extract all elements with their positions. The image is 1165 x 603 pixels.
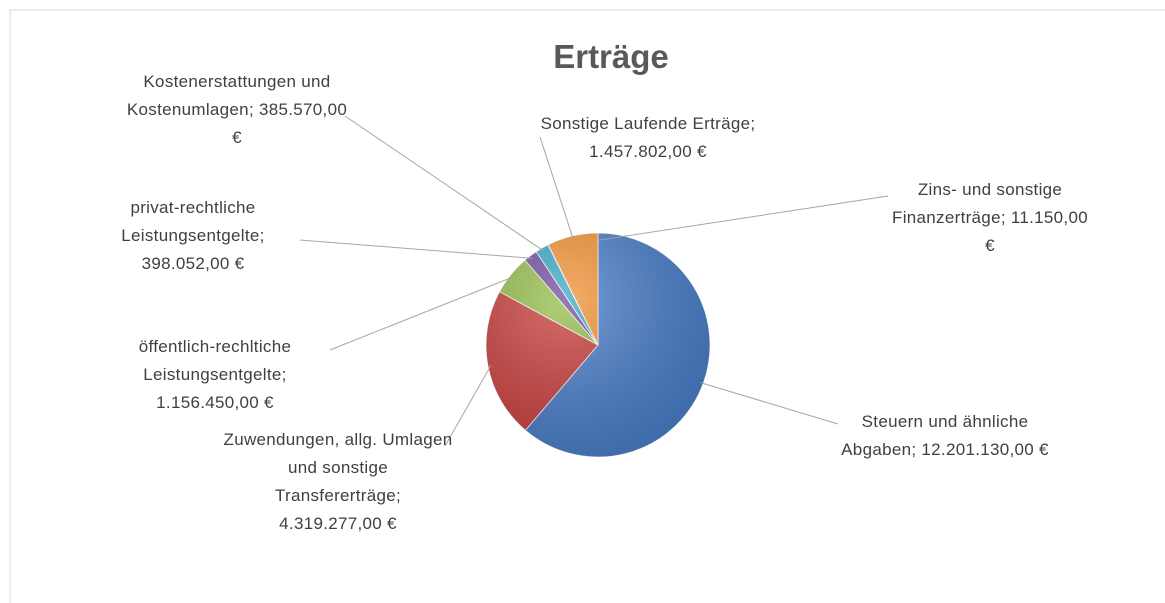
leader-line xyxy=(699,382,839,425)
chart-frame xyxy=(9,9,1165,603)
category-label: Steuern und ähnliche Abgaben xyxy=(841,412,1029,459)
value-label: 398.052,00 € xyxy=(141,254,245,273)
label-separator: ; xyxy=(259,226,265,245)
label-separator: ; xyxy=(911,440,917,459)
value-label: 385.570,00 € xyxy=(232,100,348,147)
category-label: Zuwendungen, allg. Umlagen und sonstige … xyxy=(223,430,453,505)
value-label: 11.150,00 € xyxy=(985,208,1088,255)
leader-line xyxy=(549,195,889,249)
data-label: Kostenerstattungen und Kostenumlagen; 38… xyxy=(122,68,352,152)
data-label: Zuwendungen, allg. Umlagen und sonstige … xyxy=(223,426,453,538)
leader-line xyxy=(444,364,492,447)
category-label: öffentlich-rechltiche Leistungsentgelte xyxy=(138,337,292,384)
value-label: 1.156.450,00 € xyxy=(156,393,274,412)
value-label: 4.319.277,00 € xyxy=(279,514,397,533)
label-separator: ; xyxy=(248,100,254,119)
data-label: öffentlich-rechltiche Leistungsentgelte;… xyxy=(100,333,330,417)
data-label: Zins- und sonstige Finanzerträge; 11.150… xyxy=(885,176,1095,260)
data-label: Sonstige Laufende Erträge; 1.457.802,00 … xyxy=(538,110,758,166)
category-label: Sonstige Laufende Erträge xyxy=(540,114,751,133)
category-label: Zins- und sonstige Finanzerträge xyxy=(892,180,1063,227)
label-separator: ; xyxy=(281,365,287,384)
label-separator: ; xyxy=(750,114,756,133)
data-label: privat-rechtliche Leistungsentgelte; 398… xyxy=(88,194,298,278)
chart-title: Erträge xyxy=(553,38,669,75)
leader-line xyxy=(329,276,514,351)
leader-line xyxy=(299,239,533,259)
leader-line xyxy=(344,115,544,252)
value-label: 1.457.802,00 € xyxy=(589,142,707,161)
leader-line xyxy=(539,136,574,240)
label-separator: ; xyxy=(396,486,402,505)
category-label: privat-rechtliche Leistungsentgelte xyxy=(121,198,260,245)
label-separator: ; xyxy=(1000,208,1006,227)
category-label: Kostenerstattungen und Kostenumlagen xyxy=(126,72,331,119)
value-label: 12.201.130,00 € xyxy=(921,440,1049,459)
data-label: Steuern und ähnliche Abgaben; 12.201.130… xyxy=(840,408,1050,464)
